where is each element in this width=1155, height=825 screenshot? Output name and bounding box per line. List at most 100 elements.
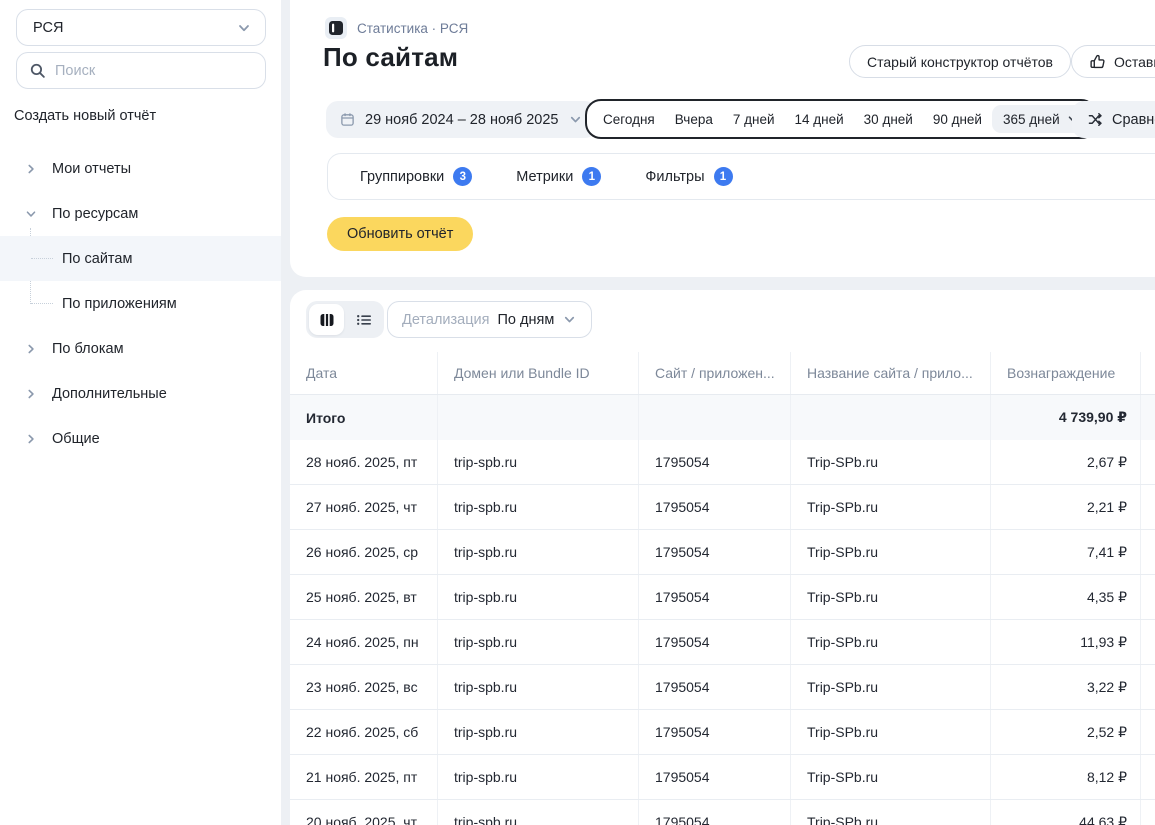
metrics-tab[interactable]: Метрики 1: [516, 167, 602, 186]
total-empty: [437, 395, 638, 440]
table-row: 24 нояб. 2025, пн trip-spb.ru 1795054 Tr…: [290, 620, 1155, 665]
total-empty: [638, 395, 790, 440]
cell-site-name: Trip-SPb.ru: [790, 800, 990, 825]
cell-site-name: Trip-SPb.ru: [790, 485, 990, 529]
cell-extra: [1140, 800, 1155, 825]
detail-select[interactable]: Детализация По дням: [387, 301, 593, 338]
cell-date: 20 нояб. 2025, чт: [306, 814, 417, 825]
sidebar-item-my-reports[interactable]: Мои отчеты: [0, 146, 281, 191]
cell-extra: [1140, 485, 1155, 529]
table-body: 28 нояб. 2025, пт trip-spb.ru 1795054 Tr…: [290, 440, 1155, 825]
account-selector[interactable]: РСЯ: [16, 9, 266, 46]
table-columns-icon: [319, 312, 335, 328]
cell-reward: 4,35 ₽: [990, 575, 1140, 619]
cell-date: 21 нояб. 2025, пт: [306, 769, 418, 785]
range-today[interactable]: Сегодня: [603, 111, 655, 127]
sidebar-item-additional[interactable]: Дополнительные: [0, 371, 281, 416]
reports-tree: Мои отчеты По ресурсам По сайтам По прил…: [0, 146, 281, 461]
range-30-days[interactable]: 30 дней: [863, 111, 913, 127]
range-7-days[interactable]: 7 дней: [732, 111, 775, 127]
cell-domain: trip-spb.ru: [437, 620, 638, 664]
chevron-down-icon: [24, 207, 38, 221]
cell-site-name: Trip-SPb.ru: [790, 710, 990, 754]
column-header-extra: [1140, 352, 1155, 394]
groupings-tab[interactable]: Группировки 3: [360, 167, 473, 186]
cell-site-name: Trip-SPb.ru: [790, 575, 990, 619]
cell-reward: 2,67 ₽: [990, 440, 1140, 484]
table-row: 27 нояб. 2025, чт trip-spb.ru 1795054 Tr…: [290, 485, 1155, 530]
old-constructor-button[interactable]: Старый конструктор отчётов: [849, 45, 1071, 78]
account-selector-value: РСЯ: [33, 19, 64, 36]
column-header-site-id[interactable]: Сайт / приложен...: [638, 352, 790, 394]
filters-tab[interactable]: Фильтры 1: [645, 167, 733, 186]
report-layout-icon: [325, 17, 347, 39]
report-table-card: Детализация По дням Дата Домен или Bundl…: [290, 290, 1155, 825]
feedback-button[interactable]: Оставит: [1071, 45, 1155, 78]
shuffle-arrows-icon: [1088, 112, 1103, 127]
metrics-label: Метрики: [516, 168, 574, 185]
sidebar-item-by-blocks[interactable]: По блокам: [0, 326, 281, 371]
table-row: 23 нояб. 2025, вс trip-spb.ru 1795054 Tr…: [290, 665, 1155, 710]
cell-date: 23 нояб. 2025, вс: [306, 679, 418, 695]
compare-button[interactable]: Сравнен: [1072, 101, 1155, 138]
cell-date: 26 нояб. 2025, ср: [306, 544, 419, 560]
cell-reward: 2,52 ₽: [990, 710, 1140, 754]
cell-site-name: Trip-SPb.ru: [790, 620, 990, 664]
cell-domain: trip-spb.ru: [437, 440, 638, 484]
column-header-domain[interactable]: Домен или Bundle ID: [437, 352, 638, 394]
cell-extra: [1140, 620, 1155, 664]
detail-label: Детализация: [402, 311, 490, 328]
cell-domain: trip-spb.ru: [437, 800, 638, 825]
cell-extra: [1140, 755, 1155, 799]
groupings-count-badge: 3: [453, 167, 473, 186]
filters-count-badge: 1: [713, 167, 733, 186]
cell-reward: 7,41 ₽: [990, 530, 1140, 574]
total-empty: [790, 395, 990, 440]
sidebar-item-general[interactable]: Общие: [0, 416, 281, 461]
cell-site-name: Trip-SPb.ru: [790, 665, 990, 709]
chevron-down-icon: [562, 312, 577, 327]
cell-site-id: 1795054: [638, 530, 790, 574]
cell-site-id: 1795054: [638, 485, 790, 529]
date-range-picker[interactable]: 29 нояб 2024 – 28 нояб 2025: [326, 101, 598, 138]
cell-reward: 44,63 ₽: [990, 800, 1140, 825]
range-yesterday[interactable]: Вчера: [674, 111, 713, 127]
cell-site-id: 1795054: [638, 440, 790, 484]
report-table: Дата Домен или Bundle ID Сайт / приложен…: [290, 352, 1155, 825]
cell-reward: 8,12 ₽: [990, 755, 1140, 799]
cell-site-name: Trip-SPb.ru: [790, 530, 990, 574]
chevron-right-icon: [24, 432, 38, 446]
cell-site-name: Trip-SPb.ru: [790, 440, 990, 484]
total-row: Итого 4 739,90 ₽: [290, 395, 1155, 440]
old-constructor-label: Старый конструктор отчётов: [867, 53, 1053, 70]
sidebar-item-by-apps[interactable]: По приложениям: [0, 281, 281, 326]
column-header-date[interactable]: Дата: [306, 365, 338, 381]
breadcrumb-text[interactable]: Статистика · РСЯ: [357, 20, 469, 36]
sidebar-item-by-resources[interactable]: По ресурсам: [0, 191, 281, 236]
compare-label: Сравнен: [1112, 111, 1155, 128]
range-90-days[interactable]: 90 дней: [932, 111, 982, 127]
search-box[interactable]: [16, 52, 266, 89]
cell-domain: trip-spb.ru: [437, 665, 638, 709]
update-report-button[interactable]: Обновить отчёт: [327, 217, 474, 251]
table-row: 21 нояб. 2025, пт trip-spb.ru 1795054 Tr…: [290, 755, 1155, 800]
search-input[interactable]: [55, 62, 253, 79]
list-view-button[interactable]: [346, 304, 381, 335]
table-row: 22 нояб. 2025, сб trip-spb.ru 1795054 Tr…: [290, 710, 1155, 755]
columns-view-button[interactable]: [309, 304, 344, 335]
range-14-days[interactable]: 14 дней: [794, 111, 844, 127]
sidebar-item-by-sites[interactable]: По сайтам: [0, 236, 281, 281]
sidebar-item-label: По сайтам: [62, 250, 133, 267]
create-report-link[interactable]: Создать новый отчёт: [14, 108, 157, 124]
detail-value: По дням: [497, 311, 555, 328]
cell-date: 25 нояб. 2025, вт: [306, 589, 417, 605]
cell-extra: [1140, 710, 1155, 754]
column-header-site-name[interactable]: Название сайта / прило...: [790, 352, 990, 394]
sidebar-item-label: Общие: [52, 430, 100, 447]
cell-domain: trip-spb.ru: [437, 575, 638, 619]
chevron-right-icon: [24, 387, 38, 401]
chevron-right-icon: [24, 342, 38, 356]
page-title: По сайтам: [323, 42, 459, 72]
column-header-reward[interactable]: Вознаграждение: [990, 352, 1140, 394]
groupings-label: Группировки: [360, 168, 445, 185]
